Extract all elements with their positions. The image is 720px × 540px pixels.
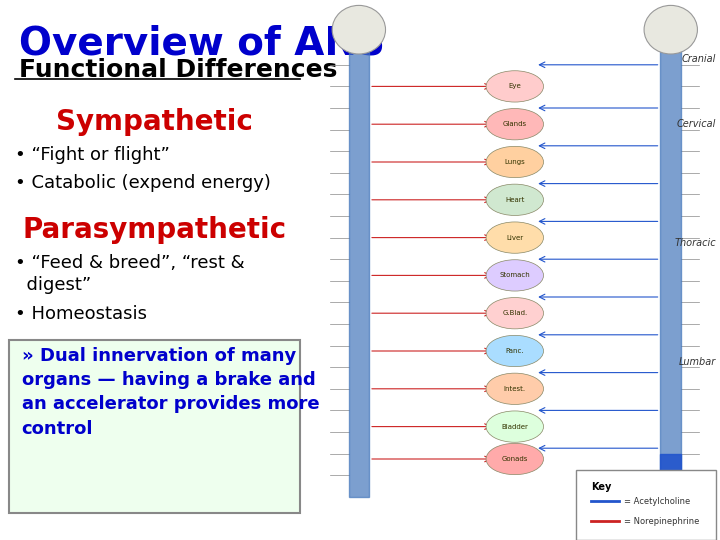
Bar xyxy=(660,454,681,497)
Ellipse shape xyxy=(332,5,385,54)
FancyBboxPatch shape xyxy=(577,470,716,540)
Ellipse shape xyxy=(486,260,544,291)
Text: • “Feed & breed”, “rest &
  digest”: • “Feed & breed”, “rest & digest” xyxy=(16,254,245,294)
Text: Thoracic: Thoracic xyxy=(674,238,716,248)
Text: Cervical: Cervical xyxy=(677,119,716,129)
Text: • “Fight or flight”: • “Fight or flight” xyxy=(16,146,171,164)
Text: G.Blad.: G.Blad. xyxy=(502,310,528,316)
Ellipse shape xyxy=(486,222,544,253)
Text: Glands: Glands xyxy=(503,121,527,127)
Text: Lungs: Lungs xyxy=(505,159,525,165)
Text: Overview of ANS: Overview of ANS xyxy=(19,24,384,62)
Ellipse shape xyxy=(486,335,544,367)
Text: » Dual innervation of many
organs — having a brake and
an accelerator provides m: » Dual innervation of many organs — havi… xyxy=(22,347,319,437)
Ellipse shape xyxy=(486,411,544,442)
Bar xyxy=(660,43,681,497)
Text: Gonads: Gonads xyxy=(502,456,528,462)
Text: Stomach: Stomach xyxy=(500,272,530,279)
Ellipse shape xyxy=(644,5,698,54)
Text: Functional Differences: Functional Differences xyxy=(19,58,337,82)
Text: Cranial: Cranial xyxy=(682,55,716,64)
Ellipse shape xyxy=(486,146,544,178)
Text: • Catabolic (expend energy): • Catabolic (expend energy) xyxy=(16,174,271,192)
Text: Parasympathetic: Parasympathetic xyxy=(23,216,287,244)
Ellipse shape xyxy=(486,71,544,102)
Text: Panc.: Panc. xyxy=(505,348,524,354)
Text: Liver: Liver xyxy=(506,234,523,241)
Text: Bladder: Bladder xyxy=(501,423,528,430)
Ellipse shape xyxy=(486,298,544,329)
Text: Sympathetic: Sympathetic xyxy=(56,108,253,136)
Text: Sacral: Sacral xyxy=(685,470,716,480)
Text: = Norepinephrine: = Norepinephrine xyxy=(624,517,699,525)
Ellipse shape xyxy=(486,443,544,475)
FancyBboxPatch shape xyxy=(9,340,300,513)
Bar xyxy=(348,43,369,497)
Ellipse shape xyxy=(486,184,544,215)
Text: Heart: Heart xyxy=(505,197,524,203)
Text: Eye: Eye xyxy=(508,83,521,90)
Text: Intest.: Intest. xyxy=(504,386,526,392)
Text: = Acetylcholine: = Acetylcholine xyxy=(624,497,690,505)
Ellipse shape xyxy=(486,109,544,140)
Ellipse shape xyxy=(486,373,544,404)
Text: Key: Key xyxy=(590,482,611,492)
Text: • Homeostasis: • Homeostasis xyxy=(16,305,148,323)
Text: Lumbar: Lumbar xyxy=(679,357,716,367)
